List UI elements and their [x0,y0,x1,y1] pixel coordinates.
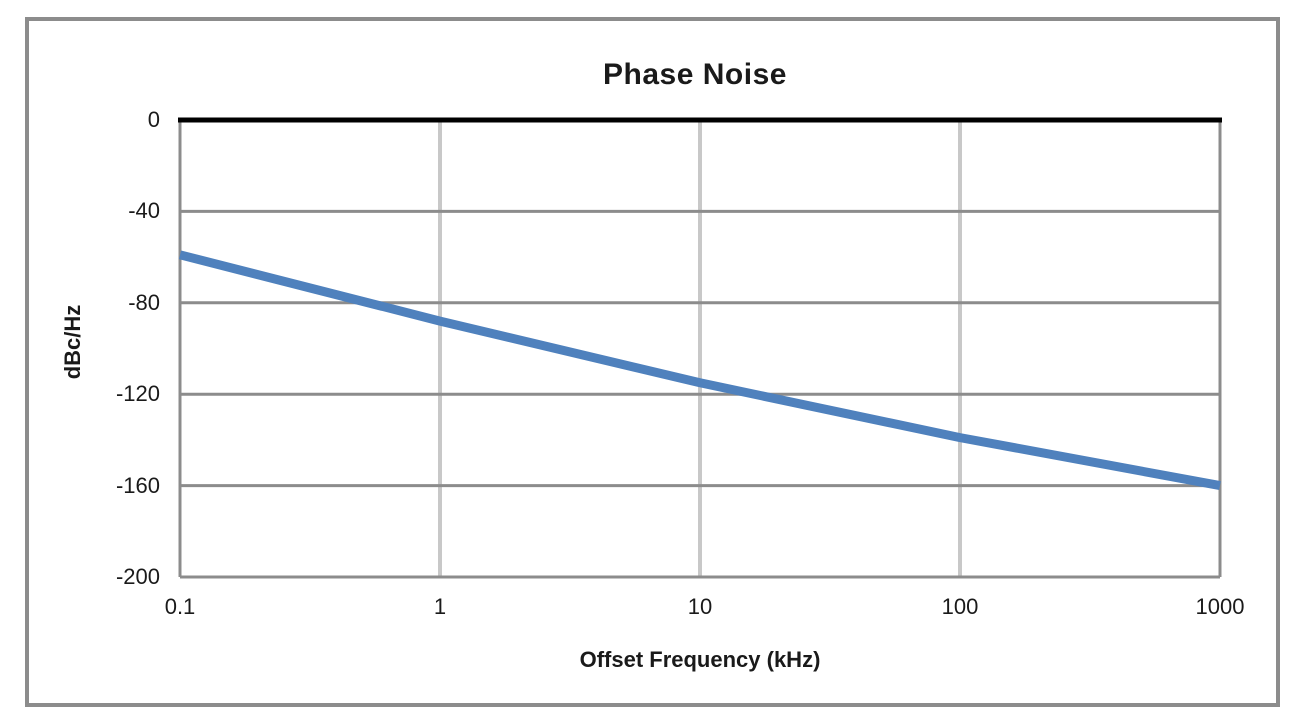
y-tick-label: -40 [128,198,160,224]
y-tick-label: -200 [115,564,160,589]
y-axis-title: dBc/Hz [60,304,85,380]
x-tick-label: 100 [941,594,979,619]
y-tick-label: 0 [147,107,160,132]
chart-frame-border [25,17,1280,707]
y-tick-label: -160 [115,472,160,498]
x-axis-title: Offset Frequency (kHz) [579,647,821,672]
chart-title: Phase Noise [603,58,787,91]
y-tick-label: -80 [128,289,160,315]
x-tick-label: 1000 [1195,594,1245,619]
x-tick-label: 0.1 [164,594,196,619]
x-tick-label: 10 [687,594,713,619]
data-line-phase-noise [178,250,1221,491]
x-tick-label: 1 [433,594,447,619]
y-tick-label: -120 [115,381,160,407]
